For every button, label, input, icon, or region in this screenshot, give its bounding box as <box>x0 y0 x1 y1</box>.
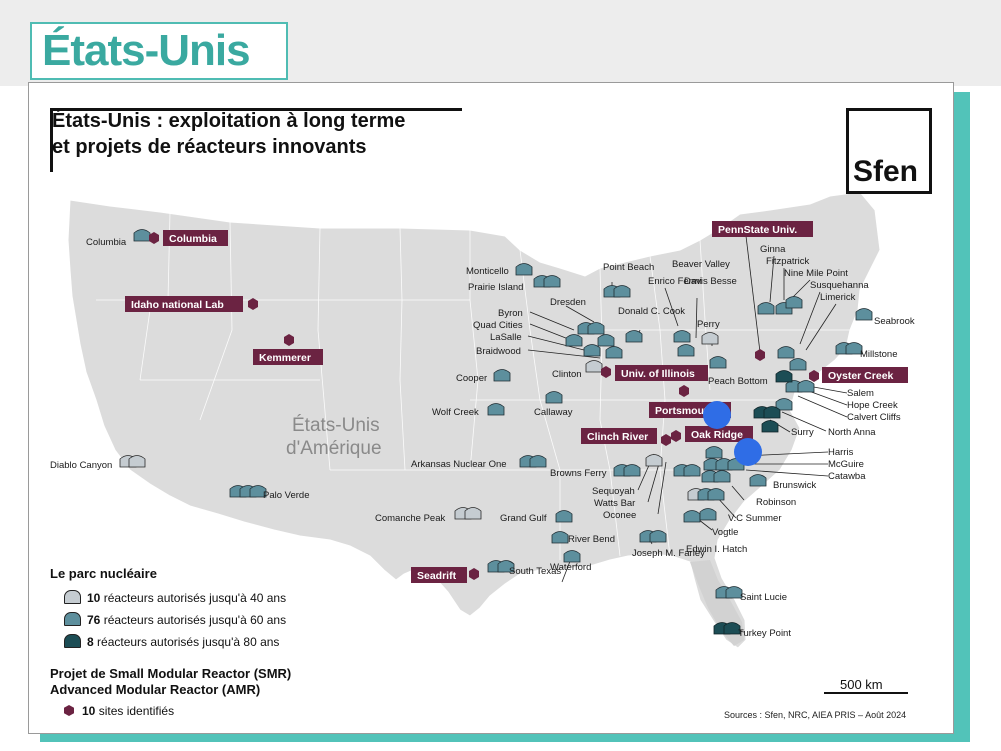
smr-tag-clinch-river: Clinch River <box>587 431 648 443</box>
plant-label: Millstone <box>860 349 898 360</box>
plant-label: North Anna <box>828 427 876 438</box>
smr-tag-seadrift: Seadrift <box>417 570 457 582</box>
plant-label: Joseph M. Farley <box>632 548 705 559</box>
smr-tag-illinois: Univ. of Illinois <box>621 368 695 380</box>
legend-row-80: 8 réacteurs autorisés jusqu'à 80 ans <box>64 634 279 650</box>
plant-label: Turkey Point <box>738 628 791 639</box>
plant-label: Waterford <box>550 562 591 573</box>
plant-label: Enrico Fermi <box>648 276 702 287</box>
plant-label: LaSalle <box>490 332 522 343</box>
plant-label: Clinton <box>552 369 582 380</box>
plant-label: Donald C. Cook <box>618 306 685 317</box>
scale-bar <box>824 692 908 694</box>
legend-text: réacteurs autorisés jusqu'à 40 ans <box>103 591 287 605</box>
plant-label: V.C Summer <box>728 513 782 524</box>
map-title: États-Unis : exploitation à long terme e… <box>52 108 405 160</box>
plant-label: McGuire <box>828 459 864 470</box>
page-title-box: États-Unis <box>30 22 288 80</box>
plant-label: Seabrook <box>874 316 915 327</box>
legend-fleet-title: Le parc nucléaire <box>50 566 157 581</box>
blue-marker-1 <box>703 401 731 429</box>
legend-count: 10 <box>87 591 101 605</box>
plant-label: Hope Creek <box>847 400 898 411</box>
plant-label: Catawba <box>828 471 866 482</box>
plant-label: Byron <box>498 308 523 319</box>
plant-label: Diablo Canyon <box>50 460 112 471</box>
legend-project-line2: Advanced Modular Reactor (AMR) <box>50 682 261 697</box>
plant-label: Browns Ferry <box>550 468 607 479</box>
legend-count: 76 <box>87 613 101 627</box>
blue-marker-2 <box>734 438 762 466</box>
page-title: États-Unis <box>42 26 251 75</box>
plant-label: South Texas <box>509 566 561 577</box>
plant-label: Edwin I. Hatch <box>686 544 747 555</box>
sources: Sources : Sfen, NRC, AIEA PRIS – Août 20… <box>724 710 907 720</box>
smr-tag-oak-ridge: Oak Ridge <box>691 429 743 441</box>
plant-label: Surry <box>791 427 814 438</box>
scale-label: 500 km <box>840 677 883 692</box>
legend-sites-text: sites identifiés <box>98 704 175 718</box>
legend-row-40: 10 réacteurs autorisés jusqu'à 40 ans <box>64 590 286 606</box>
plant-label: Columbia <box>86 237 127 248</box>
plant-label: Susquehanna <box>810 280 869 291</box>
legend-count: 8 <box>87 635 94 649</box>
us-landmass <box>67 191 881 649</box>
map-title-line1: États-Unis : exploitation à long terme <box>52 110 406 132</box>
plant-label: Davis Besse <box>684 276 737 287</box>
legend-text: réacteurs autorisés jusqu'à 80 ans <box>97 635 280 649</box>
plant-label: River Bend <box>568 534 615 545</box>
plant-label: Salem <box>847 388 874 399</box>
plant-label: Comanche Peak <box>375 513 445 524</box>
plant-label: Sequoyah <box>592 486 635 497</box>
region-label-1: États-Unis <box>292 415 380 436</box>
logo-text: Sfen <box>853 155 919 188</box>
smr-tag-oyster-creek: Oyster Creek <box>828 370 894 382</box>
plant-label: Vogtle <box>712 527 738 538</box>
plant-label: Calvert Cliffs <box>847 412 901 423</box>
plant-label: Palo Verde <box>263 490 309 501</box>
plant-label: Wolf Creek <box>432 407 479 418</box>
plant-label: Arkansas Nuclear One <box>411 459 507 470</box>
plant-label: Robinson <box>756 497 796 508</box>
plant-label: Quad Cities <box>473 320 523 331</box>
plant-label: Perry <box>697 319 720 330</box>
smr-tag-idaho: Idaho national Lab <box>131 299 224 311</box>
plant-label: Fitzpatrick <box>766 256 810 267</box>
reactor-light-icon <box>64 590 81 604</box>
plant-label: Beaver Valley <box>672 259 730 270</box>
plant-label: Grand Gulf <box>500 513 547 524</box>
plant-label: Harris <box>828 447 854 458</box>
map-title-line2: et projets de réacteurs innovants <box>52 136 367 158</box>
reactor-dark-icon <box>64 634 81 648</box>
region-label-2: d'Amérique <box>286 438 382 459</box>
plant-label: Oconee <box>603 510 636 521</box>
plant-label: Watts Bar <box>594 498 635 509</box>
legend-row-sites: 10 sites identifiés <box>64 704 174 720</box>
plant-label: Braidwood <box>476 346 521 357</box>
plant-label: Saint Lucie <box>740 592 787 603</box>
smr-tag-pennstate: PennState Univ. <box>718 224 797 236</box>
plant-label: Callaway <box>534 407 573 418</box>
reactor-mid-icon <box>64 612 81 626</box>
plant-label: Ginna <box>760 244 786 255</box>
plant-label: Brunswick <box>773 480 817 491</box>
smr-tag-columbia: Columbia <box>169 233 217 245</box>
plant-label: Limerick <box>820 292 856 303</box>
smr-tag-kemmerer: Kemmerer <box>259 352 311 364</box>
legend-project-line1: Projet de Small Modular Reactor (SMR) <box>50 666 292 681</box>
plant-label: Dresden <box>550 297 586 308</box>
sfen-logo: Sfen <box>846 108 932 194</box>
plant-label: Prairie Island <box>468 282 523 293</box>
hexagon-icon <box>64 705 74 716</box>
legend-row-60: 76 réacteurs autorisés jusqu'à 60 ans <box>64 612 286 628</box>
plant-label: Peach Bottom <box>708 376 768 387</box>
plant-label: Nine Mile Point <box>784 268 848 279</box>
legend-text: réacteurs autorisés jusqu'à 60 ans <box>103 613 287 627</box>
plant-label: Monticello <box>466 266 509 277</box>
legend-sites-count: 10 <box>82 704 96 718</box>
smr-tag-portsmouth: Portsmouth <box>655 405 714 417</box>
plant-label: Point Beach <box>603 262 654 273</box>
plant-label: Cooper <box>456 373 487 384</box>
